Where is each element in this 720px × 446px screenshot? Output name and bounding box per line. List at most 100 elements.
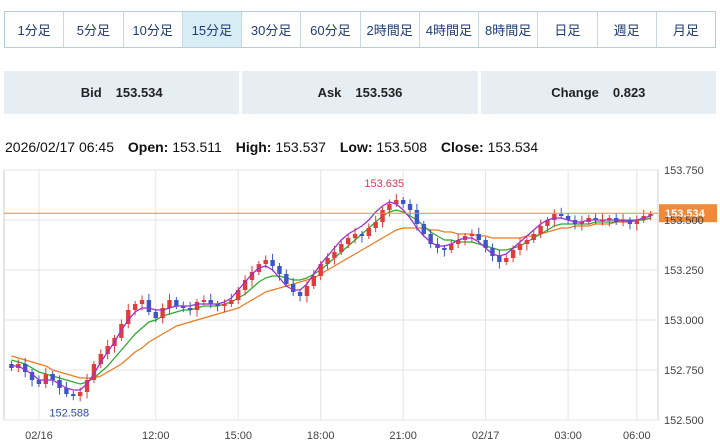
candle-body: [504, 258, 509, 262]
candle-body: [510, 250, 516, 258]
candle-body: [201, 300, 207, 302]
x-tick-label: 12:00: [142, 430, 170, 442]
candle-body: [222, 304, 227, 306]
candle-body: [455, 240, 461, 244]
candle-body: [263, 260, 268, 264]
tab-30min[interactable]: 30分足: [242, 12, 302, 47]
tab-10min[interactable]: 10分足: [123, 12, 183, 47]
candle-body: [565, 216, 571, 220]
last-price-label: 153.534: [665, 208, 706, 220]
candle-body: [325, 258, 330, 264]
open-label: Open:: [127, 139, 169, 155]
x-tick-label: 03:00: [554, 430, 582, 442]
low-annotation: 152.588: [49, 407, 89, 419]
candle-body: [105, 346, 110, 354]
tab-60min[interactable]: 60分足: [301, 12, 361, 47]
candle-body: [153, 312, 158, 318]
candle-body: [91, 364, 97, 380]
candle-body: [552, 214, 557, 220]
tab-8hour[interactable]: 8時間足: [479, 12, 539, 47]
candle-body: [373, 222, 378, 228]
candle-body: [64, 388, 69, 394]
candle-body: [36, 380, 42, 384]
candle-body: [345, 238, 351, 244]
tab-monthly[interactable]: 月足: [656, 12, 715, 47]
candle-body: [181, 306, 186, 308]
candle-body: [380, 210, 385, 222]
y-axis: 153.750 153.500 153.250 153.000 152.750 152.5…: [664, 165, 704, 427]
x-tick-label: 02/17: [472, 430, 500, 442]
open-value: 153.511: [172, 139, 222, 155]
candle-body: [517, 244, 523, 250]
candle-body: [620, 220, 626, 222]
candle-body: [352, 234, 358, 238]
candle-body: [297, 292, 303, 296]
chart-plot-area: [3, 169, 659, 421]
ma-mid-line: [11, 209, 651, 385]
candle-body: [43, 374, 48, 384]
candle-body: [483, 240, 488, 248]
bid-box: Bid 153.534: [4, 71, 243, 114]
ma-long-line: [11, 217, 651, 379]
candle-body: [139, 300, 145, 304]
candle-body: [242, 280, 248, 290]
candle-body: [607, 218, 612, 220]
x-tick-label: 15:00: [224, 430, 252, 442]
candle-body: [174, 300, 179, 306]
candle-body: [284, 274, 289, 284]
candle-body: [50, 374, 55, 380]
tab-daily[interactable]: 日足: [538, 12, 598, 47]
candle-body: [29, 372, 35, 380]
candle-body: [579, 222, 585, 224]
high-label: High:: [235, 139, 272, 155]
tab-4hour[interactable]: 4時間足: [419, 12, 479, 47]
candle-body: [98, 354, 103, 364]
tab-5min[interactable]: 5分足: [64, 12, 124, 47]
candle-body: [277, 266, 282, 274]
ask-value: 153.536: [355, 85, 403, 100]
candle-body: [339, 244, 344, 252]
candle-body: [414, 210, 420, 224]
candle-body: [249, 272, 255, 280]
candle-body: [490, 248, 495, 256]
ask-label: Ask: [317, 85, 342, 100]
candle-body: [449, 244, 454, 250]
candle-body: [208, 300, 213, 304]
candle-body: [215, 304, 220, 306]
candle-body: [126, 310, 131, 324]
candle-body: [304, 286, 310, 296]
candle-body: [421, 224, 426, 234]
tab-weekly[interactable]: 週足: [597, 12, 657, 47]
candle-body: [146, 300, 152, 312]
candle-body: [236, 290, 241, 300]
y-tick-label: 153.000: [664, 315, 704, 327]
y-tick-label: 153.750: [664, 165, 704, 177]
candle-body: [160, 308, 165, 318]
candle-body: [407, 204, 413, 210]
y-tick-label: 152.750: [664, 365, 704, 377]
candle-body: [545, 220, 550, 226]
tab-2hour[interactable]: 2時間足: [360, 12, 420, 47]
high-value: 153.537: [275, 139, 326, 155]
candle-body: [187, 308, 193, 310]
candle-body: [648, 214, 653, 216]
tab-15min[interactable]: 15分足: [182, 12, 242, 47]
candle-body: [559, 214, 564, 216]
ma-short-layer: [11, 201, 651, 391]
chart-overlay: 153.534 153.635 152.588: [4, 178, 717, 419]
last-price-tag: [659, 204, 717, 223]
candle-body: [394, 200, 399, 204]
timeframe-tab-bar: 1分足 5分足 10分足 15分足 30分足 60分足 2時間足 4時間足 8時…: [4, 11, 716, 48]
bid-label: Bid: [80, 85, 102, 100]
x-tick-label: 02/16: [25, 430, 53, 442]
candle-body: [311, 276, 317, 286]
high-annotation: 153.635: [364, 178, 404, 190]
candle-body: [497, 256, 502, 262]
candle-body: [318, 264, 323, 276]
candle-body: [538, 226, 543, 234]
ohlc-datetime: 2026/02/17 06:45: [5, 139, 114, 155]
tab-1min[interactable]: 1分足: [5, 12, 65, 47]
candle-body: [332, 252, 337, 258]
quote-panel: Bid 153.534 Ask 153.536 Change 0.823: [4, 71, 716, 114]
